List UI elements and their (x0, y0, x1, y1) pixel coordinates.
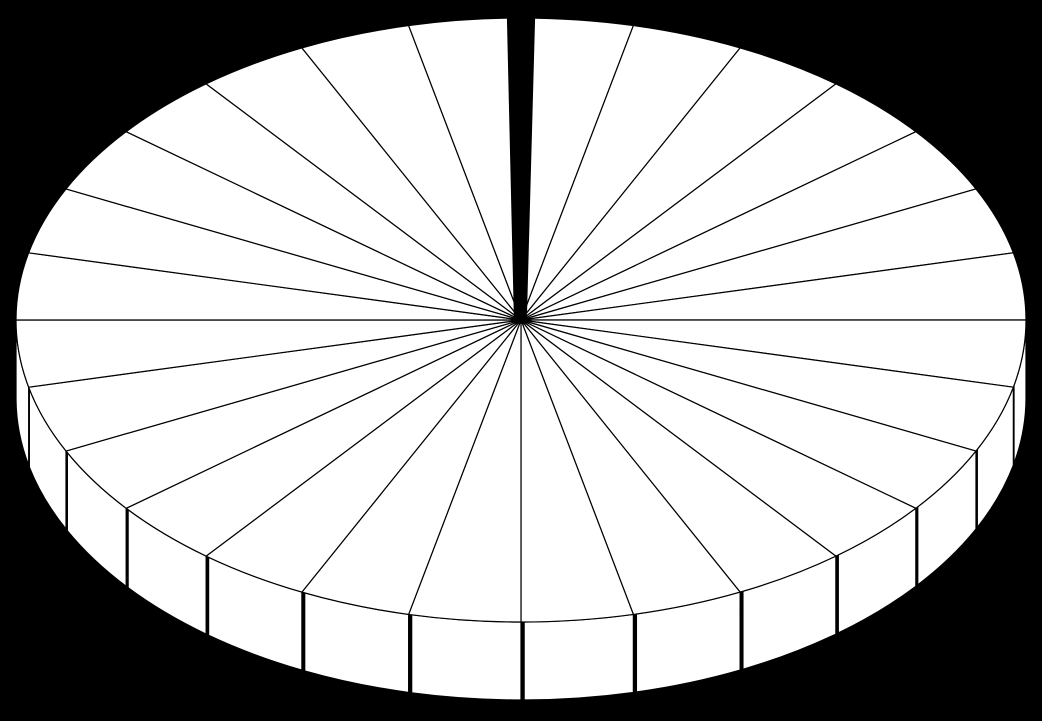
chart-canvas (0, 0, 1042, 721)
pie-side (412, 615, 521, 700)
pie-3d-chart (0, 0, 1042, 721)
pie-side (524, 614, 633, 700)
